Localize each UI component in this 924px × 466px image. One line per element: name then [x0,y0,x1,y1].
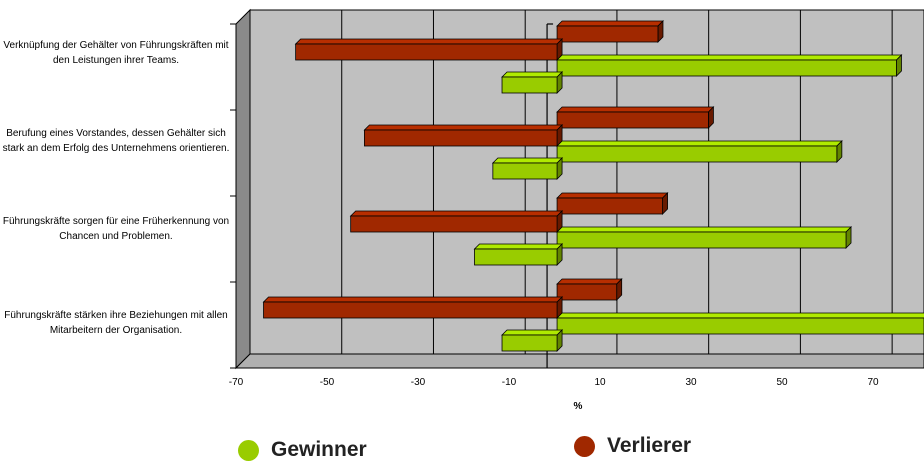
bar-verlierer-negative-top [294,38,564,45]
bar-gewinner-negative [474,248,558,266]
bar-gewinner-positive-top [556,312,924,319]
category-label-4: Führungskräfte stärken ihre Beziehungen … [4,310,228,336]
x-tick-label: 70 [867,377,879,388]
bar-verlierer-positive [556,197,663,215]
bar-verlierer-negative-top [262,296,564,303]
legend-label-verlierer: Verlierer [607,434,692,457]
x-tick-label: 10 [594,377,606,388]
x-tick-label: 50 [776,377,788,388]
bar-gewinner-negative-top [473,243,564,250]
bar-verlierer-negative [350,215,558,233]
bar-verlierer-positive-top [556,278,623,285]
legend-item-gewinner: Gewinner [238,438,367,462]
x-tick-label: -10 [501,377,517,388]
legend-item-verlierer: Verlierer [574,434,691,458]
bar-gewinner-positive [556,145,838,163]
plot-floor [234,353,924,369]
x-tick-label: -50 [319,377,335,388]
category-label-1: Verknüpfung der Gehälter von Führungskrä… [3,40,229,66]
category-label-2: Berufung eines Vorstandes, dessen Gehält… [2,128,230,154]
bar-gewinner-negative [501,76,558,94]
bar-gewinner-negative-top [491,157,564,164]
bar-gewinner-positive [556,317,924,335]
bar-gewinner-negative [501,334,558,352]
legend-swatch-gewinner [238,439,259,461]
bar-gewinner-positive-top [556,54,903,61]
bar-verlierer-positive-top [556,192,669,199]
bar-gewinner-negative-top [501,71,564,78]
bar-verlierer-negative [295,43,558,61]
bar-verlierer-positive-top [556,106,715,113]
bar-verlierer-positive [556,111,709,129]
x-tick-label: -30 [410,377,426,388]
bar-gewinner-negative-top [501,329,564,336]
bar-verlierer-positive [556,25,659,43]
bar-verlierer-negative-top [349,210,564,217]
x-axis-title: % [573,401,583,412]
bar-verlierer-positive [556,283,618,301]
plot-side-wall [235,8,251,370]
legend-label-gewinner: Gewinner [271,438,367,461]
x-tick-label: -70 [228,377,244,388]
bar-verlierer-negative [263,301,558,319]
bar-gewinner-positive-top [556,226,852,233]
bar-gewinner-negative [492,162,558,180]
bar-verlierer-negative [364,129,558,147]
bar-verlierer-positive-top [556,20,664,27]
bar-verlierer-negative-top [363,124,564,131]
category-label-3: Führungskräfte sorgen für eine Früherken… [2,216,230,242]
bar-gewinner-positive [556,59,897,77]
bar-gewinner-positive [556,231,847,249]
legend-swatch-verlierer [574,435,595,457]
x-tick-label: 30 [685,377,697,388]
bar-gewinner-positive-top [556,140,843,147]
